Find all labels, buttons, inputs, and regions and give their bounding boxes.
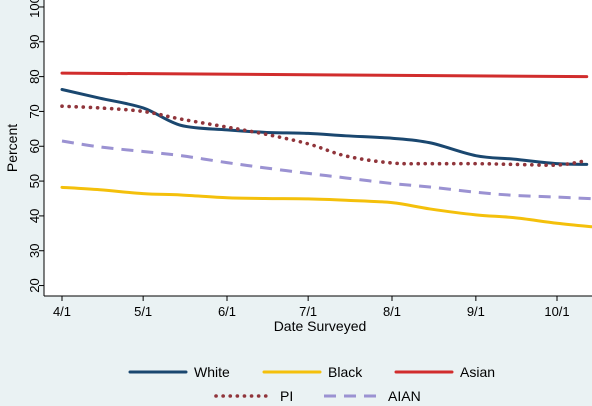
legend-label-asian: Asian — [460, 364, 495, 380]
plot-background — [44, 0, 592, 296]
y-tick-label: 20 — [27, 278, 42, 292]
series-line-aian — [61, 139, 592, 201]
y-tick-label: 70 — [27, 104, 42, 118]
x-tick-label: 8/1 — [383, 304, 401, 319]
y-axis-label: Percent — [4, 124, 20, 172]
x-tick-label: 5/1 — [134, 304, 152, 319]
y-tick-label: 40 — [27, 209, 42, 223]
legend-label-black: Black — [328, 364, 363, 380]
x-axis-ticks: 4/1 5/1 6/1 7/1 8/1 9/1 10/1 — [53, 296, 570, 319]
legend-label-aian: AIAN — [388, 388, 421, 404]
y-tick-label: 30 — [27, 243, 42, 257]
series-line-white — [60, 87, 589, 166]
series-layer — [60, 71, 592, 229]
y-tick-label: 90 — [27, 35, 42, 49]
legend: White Black Asian PI AIAN — [128, 364, 495, 404]
y-tick-label: 100 — [27, 0, 42, 18]
series-line-black — [60, 185, 592, 229]
series-line-pi — [60, 104, 584, 167]
x-tick-label: 4/1 — [53, 304, 71, 319]
legend-label-white: White — [194, 364, 230, 380]
series-line-asian — [60, 71, 589, 79]
x-tick-label: 10/1 — [544, 304, 569, 319]
y-tick-label: 60 — [27, 139, 42, 153]
x-tick-label: 9/1 — [467, 304, 485, 319]
y-axis-ticks: 20 30 40 50 60 70 80 90 100 — [27, 0, 44, 293]
y-tick-label: 50 — [27, 174, 42, 188]
y-tick-label: 80 — [27, 69, 42, 83]
legend-label-pi: PI — [280, 388, 293, 404]
x-axis-label: Date Surveyed — [274, 318, 367, 334]
x-tick-label: 6/1 — [218, 304, 236, 319]
x-tick-label: 7/1 — [299, 304, 317, 319]
